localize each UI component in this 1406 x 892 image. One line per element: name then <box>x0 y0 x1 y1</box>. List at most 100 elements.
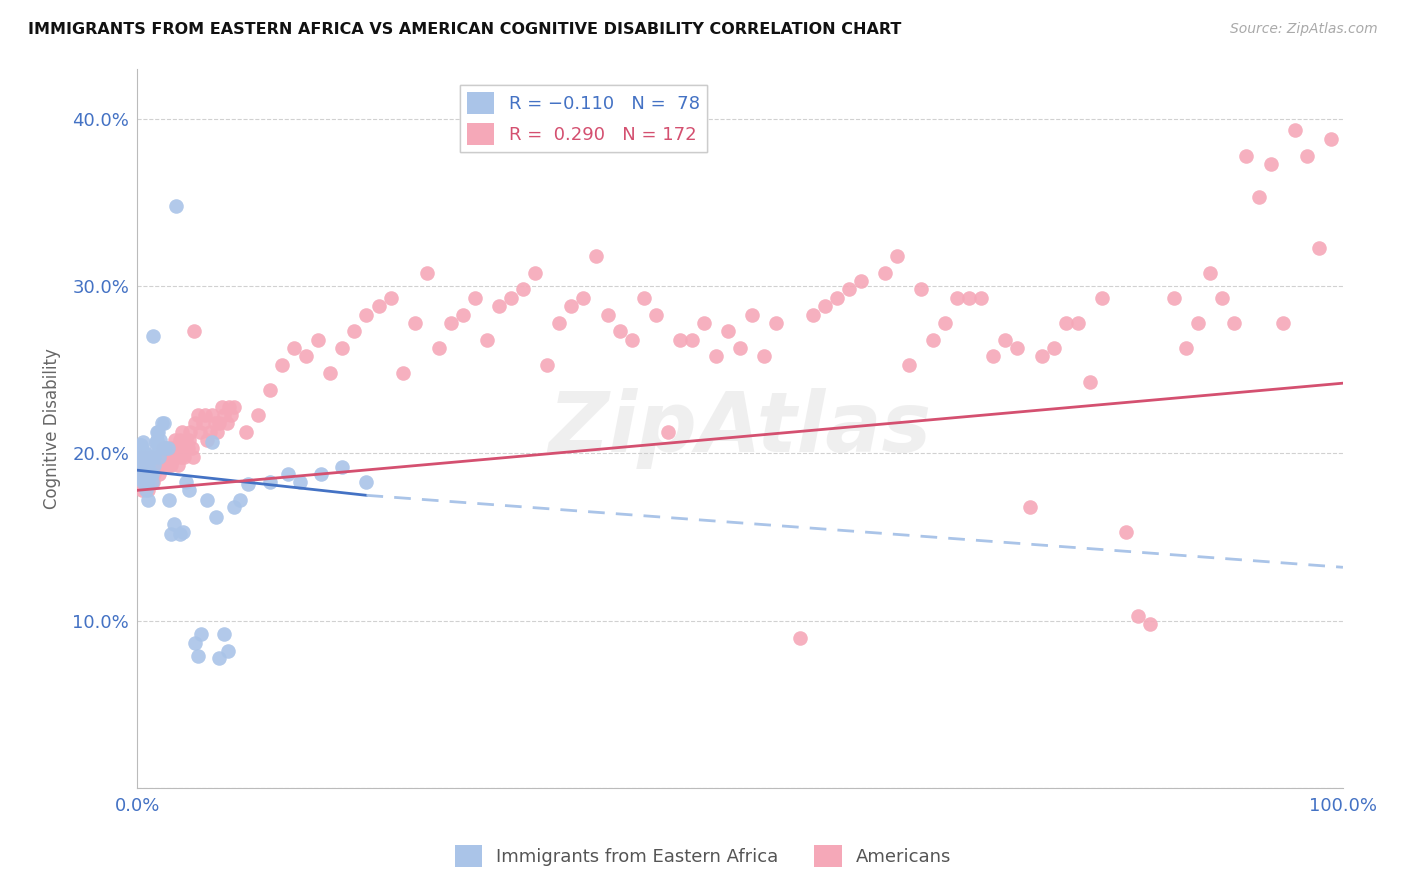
Point <box>165 199 187 213</box>
Point <box>238 476 260 491</box>
Point <box>128 446 150 460</box>
Point <box>717 324 740 338</box>
Point <box>235 425 257 439</box>
Point <box>813 299 835 313</box>
Point <box>180 442 202 456</box>
Point <box>149 450 172 464</box>
Point <box>1199 266 1222 280</box>
Point <box>1271 316 1294 330</box>
Point <box>135 475 157 489</box>
Point <box>1175 341 1198 355</box>
Point <box>451 308 474 322</box>
Point <box>801 308 824 322</box>
Point <box>633 291 655 305</box>
Point <box>157 493 180 508</box>
Point <box>1018 500 1040 514</box>
Point <box>129 450 152 464</box>
Point <box>1295 148 1317 162</box>
Point <box>131 463 153 477</box>
Point <box>1260 157 1282 171</box>
Point <box>1211 291 1233 305</box>
Point <box>849 274 872 288</box>
Point <box>141 467 163 481</box>
Point <box>134 446 156 460</box>
Point <box>475 333 498 347</box>
Point <box>211 400 233 414</box>
Point <box>177 442 200 456</box>
Point <box>620 333 643 347</box>
Point <box>1091 291 1114 305</box>
Point <box>145 425 167 439</box>
Point <box>229 493 252 508</box>
Point <box>464 291 486 305</box>
Point <box>934 316 956 330</box>
Point <box>179 433 201 447</box>
Point <box>957 291 980 305</box>
Point <box>295 350 318 364</box>
Point <box>172 525 194 540</box>
Point <box>157 458 180 473</box>
Point <box>153 417 176 431</box>
Point <box>307 333 329 347</box>
Point <box>188 425 211 439</box>
Point <box>277 467 299 481</box>
Point <box>560 299 582 313</box>
Point <box>332 341 354 355</box>
Point <box>162 450 184 464</box>
Point <box>728 341 751 355</box>
Point <box>356 308 378 322</box>
Point <box>218 400 240 414</box>
Point <box>184 417 207 431</box>
Point <box>910 282 932 296</box>
Point <box>148 442 170 456</box>
Text: Source: ZipAtlas.com: Source: ZipAtlas.com <box>1230 22 1378 37</box>
Point <box>145 458 167 473</box>
Point <box>132 458 155 473</box>
Point <box>141 475 163 489</box>
Point <box>132 434 155 449</box>
Point <box>136 483 159 498</box>
Point <box>169 433 191 447</box>
Point <box>163 433 186 447</box>
Point <box>153 450 176 464</box>
Point <box>1187 316 1209 330</box>
Point <box>173 450 195 464</box>
Point <box>548 316 571 330</box>
Point <box>585 249 607 263</box>
Point <box>136 475 159 489</box>
Point <box>198 425 221 439</box>
Point <box>162 516 184 531</box>
Point <box>156 450 179 464</box>
Point <box>165 450 187 464</box>
Point <box>131 443 153 458</box>
Point <box>131 472 153 486</box>
Point <box>128 455 150 469</box>
Point <box>129 463 152 477</box>
Point <box>194 408 217 422</box>
Point <box>609 324 631 338</box>
Point <box>1115 525 1137 540</box>
Legend: R = −0.110   N =  78, R =  0.290   N = 172: R = −0.110 N = 78, R = 0.290 N = 172 <box>460 85 707 153</box>
Point <box>1320 132 1343 146</box>
Point <box>139 450 162 464</box>
Point <box>1007 341 1029 355</box>
Point <box>536 358 558 372</box>
Text: IMMIGRANTS FROM EASTERN AFRICA VS AMERICAN COGNITIVE DISABILITY CORRELATION CHAR: IMMIGRANTS FROM EASTERN AFRICA VS AMERIC… <box>28 22 901 37</box>
Point <box>343 324 366 338</box>
Point <box>222 500 245 514</box>
Point <box>159 450 181 464</box>
Point <box>789 631 811 645</box>
Point <box>142 475 165 489</box>
Point <box>1163 291 1185 305</box>
Point <box>994 333 1017 347</box>
Point <box>1308 241 1330 255</box>
Point <box>134 458 156 473</box>
Point <box>741 308 763 322</box>
Point <box>1054 316 1077 330</box>
Point <box>132 475 155 489</box>
Point <box>145 434 167 449</box>
Point <box>391 366 413 380</box>
Point <box>162 442 184 456</box>
Point <box>174 475 197 489</box>
Point <box>501 291 523 305</box>
